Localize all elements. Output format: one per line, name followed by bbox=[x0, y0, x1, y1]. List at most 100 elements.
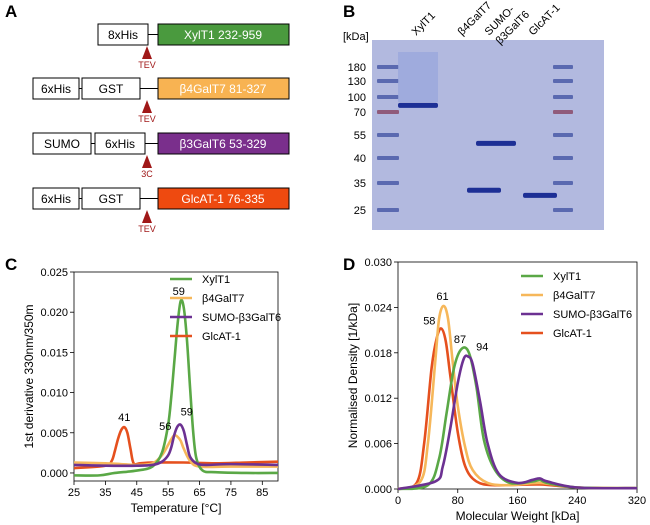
tag-box bbox=[81, 77, 141, 100]
x-tick-label: 65 bbox=[193, 487, 205, 499]
tag-box bbox=[94, 132, 146, 155]
y-tick-label: 0.030 bbox=[364, 257, 392, 269]
x-tick-label: 80 bbox=[452, 495, 464, 507]
cleavage-arrow-icon bbox=[142, 100, 152, 113]
ladder-band bbox=[377, 208, 399, 212]
lane-smear bbox=[398, 52, 438, 102]
x-tick-label: 320 bbox=[628, 495, 646, 507]
marker-kda-label: 100 bbox=[348, 92, 366, 104]
protein-domain-box bbox=[157, 77, 290, 100]
y-tick-label: 0.015 bbox=[40, 347, 68, 359]
y-tick-label: 0.012 bbox=[364, 393, 392, 405]
series-line bbox=[397, 354, 638, 491]
legend-entry: GlcAT-1 bbox=[202, 331, 241, 343]
cleavage-site-label: 3C bbox=[141, 169, 153, 179]
protein-domain-box bbox=[157, 187, 290, 210]
legend-entry: SUMO-β3GalT6 bbox=[553, 309, 632, 321]
series-line bbox=[73, 425, 279, 470]
legend-entry: XylT1 bbox=[553, 271, 581, 283]
ladder-band bbox=[553, 65, 573, 69]
series-line bbox=[397, 304, 638, 491]
series-line bbox=[397, 346, 638, 491]
tag-label: 6xHis bbox=[41, 192, 71, 206]
marker-kda-label: 130 bbox=[348, 76, 366, 88]
peak-annotation: 41 bbox=[118, 412, 130, 424]
tag-label: GST bbox=[99, 82, 124, 96]
panel-label-d: D bbox=[343, 255, 355, 274]
panel-label-a: A bbox=[5, 2, 17, 21]
protein-domain-box bbox=[157, 132, 290, 155]
tag-label: 8xHis bbox=[108, 28, 138, 42]
x-tick-label: 75 bbox=[225, 487, 237, 499]
x-tick-label: 35 bbox=[99, 487, 111, 499]
cleavage-site-label: TEV bbox=[138, 114, 156, 124]
kda-label: [kDa] bbox=[343, 31, 369, 43]
legend-entry: GlcAT-1 bbox=[553, 328, 592, 340]
ladder-band bbox=[377, 133, 399, 137]
x-tick-label: 85 bbox=[256, 487, 268, 499]
ladder-band bbox=[377, 95, 399, 99]
tag-label: 6xHis bbox=[105, 137, 135, 151]
panel-label-b: B bbox=[343, 2, 355, 21]
ladder-band bbox=[553, 208, 573, 212]
lane-label: GlcAT-1 bbox=[527, 2, 563, 38]
construct-row: 6xHis GST β4GalT7 81-327 TEV bbox=[32, 77, 290, 124]
protein-band bbox=[467, 187, 501, 193]
construct-row: 6xHis GST GlcAT-1 76-335 TEV bbox=[32, 187, 290, 234]
x-tick-label: 55 bbox=[162, 487, 174, 499]
y-tick-label: 0.006 bbox=[364, 439, 392, 451]
protein-domain-label: β4GalT7 81-327 bbox=[180, 82, 267, 96]
marker-kda-label: 70 bbox=[354, 107, 366, 119]
ladder-band bbox=[553, 95, 573, 99]
panel-label-c: C bbox=[5, 255, 17, 274]
tag-label: GST bbox=[99, 192, 124, 206]
y-tick-label: 0.025 bbox=[40, 267, 68, 279]
marker-kda-label: 55 bbox=[354, 130, 366, 142]
ladder-band bbox=[377, 65, 399, 69]
peak-annotation: 94 bbox=[476, 342, 488, 354]
y-tick-label: 0.010 bbox=[40, 388, 68, 400]
y-axis-label: Normalised Density [1/kDa] bbox=[346, 303, 360, 448]
ladder-band bbox=[377, 156, 399, 160]
peak-annotation: 56 bbox=[159, 421, 171, 433]
y-tick-label: 0.024 bbox=[364, 302, 392, 314]
mass-photometry-chart: 0 80 160 240 320 0.000 0.006 0.012 0.018 0.024 0.0… bbox=[346, 257, 646, 523]
cleavage-site-label: TEV bbox=[138, 224, 156, 234]
tag-box bbox=[97, 23, 149, 46]
protein-band bbox=[398, 102, 438, 108]
legend-entry: β4GalT7 bbox=[553, 290, 595, 302]
marker-kda-label: 25 bbox=[354, 205, 366, 217]
construct-row: SUMO 6xHis β3GalT6 53-329 3C bbox=[32, 132, 290, 179]
series-line bbox=[73, 423, 279, 468]
x-axis-label: Temperature [°C] bbox=[131, 501, 222, 515]
y-tick-label: 0.000 bbox=[40, 468, 68, 480]
marker-kda-label: 35 bbox=[354, 178, 366, 190]
marker-kda-label: 40 bbox=[354, 153, 366, 165]
ladder-band bbox=[377, 110, 399, 114]
legend-entry: XylT1 bbox=[202, 274, 230, 286]
ladder-band bbox=[553, 79, 573, 83]
lane-label: XylT1 bbox=[410, 10, 438, 38]
cleavage-site-label: TEV bbox=[138, 60, 156, 70]
cleavage-arrow-icon bbox=[142, 210, 152, 223]
peak-annotation: 87 bbox=[454, 334, 466, 346]
protein-domain-label: GlcAT-1 76-335 bbox=[181, 192, 264, 206]
x-axis-label: Molecular Weight [kDa] bbox=[456, 509, 580, 523]
x-tick-label: 240 bbox=[568, 495, 586, 507]
x-tick-label: 25 bbox=[68, 487, 80, 499]
protein-domain-label: XylT1 232-959 bbox=[184, 28, 262, 42]
tag-box bbox=[32, 187, 80, 210]
peak-annotation: 59 bbox=[173, 286, 185, 298]
y-axis-label: 1st derivative 330nm/350m bbox=[22, 304, 36, 448]
series-line bbox=[397, 327, 638, 491]
peak-annotation: 61 bbox=[436, 291, 448, 303]
x-tick-label: 45 bbox=[131, 487, 143, 499]
tag-box bbox=[81, 187, 141, 210]
ladder-band bbox=[553, 133, 573, 137]
cleavage-arrow-icon bbox=[142, 155, 152, 168]
ladder-band bbox=[377, 79, 399, 83]
thermal-unfolding-chart: 25 35 45 55 65 75 85 0.000 0.005 0.010 0.015 0.020 0… bbox=[22, 267, 281, 515]
ladder-band bbox=[377, 181, 399, 185]
